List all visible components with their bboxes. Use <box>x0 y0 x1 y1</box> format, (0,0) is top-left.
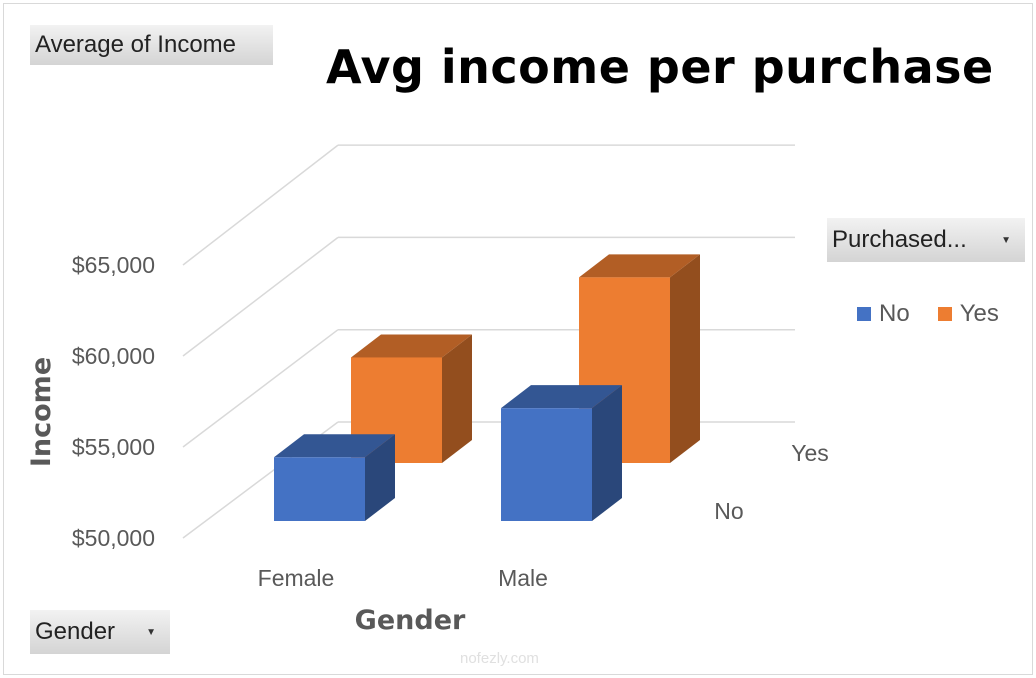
dropdown-arrow-icon: ▼ <box>1001 234 1011 246</box>
gridline-diagonal <box>182 144 339 266</box>
legend-swatch <box>937 307 952 321</box>
legend-field-label: Purchased... <box>832 226 967 253</box>
legend-label: No <box>879 300 910 327</box>
legend-swatch <box>857 307 871 321</box>
legend: No Yes <box>857 300 999 328</box>
bar-side-face <box>365 434 395 521</box>
bar-side-face <box>592 385 622 521</box>
watermark: nofezly.com <box>460 650 539 667</box>
bar-top-face <box>351 334 472 358</box>
bar-front-face <box>501 408 592 521</box>
bar-yes-male[interactable] <box>579 254 700 463</box>
legend-field-filter[interactable]: Purchased... ▼ <box>827 218 1025 262</box>
legend-item-yes: Yes <box>937 300 999 328</box>
bar-side-face <box>442 334 472 463</box>
x-category-label: Female <box>258 565 335 591</box>
y-tick-label: $55,000 <box>72 434 155 460</box>
axis-field-filter[interactable]: Gender ▼ <box>30 610 170 654</box>
y-axis-title: Income <box>26 357 57 467</box>
bar-top-face <box>579 254 700 278</box>
chart-title: Avg income per purchase <box>326 40 994 94</box>
bar-side-face <box>670 254 700 463</box>
bar-no-female[interactable] <box>274 434 395 521</box>
bar-top-face <box>274 434 395 458</box>
legend-item-no: No <box>857 300 910 328</box>
dropdown-arrow-icon: ▼ <box>146 626 156 638</box>
bar-front-face <box>274 457 365 521</box>
axis-field-label: Gender <box>35 618 116 645</box>
x-axis-title: Gender <box>355 605 466 636</box>
values-field-label: Average of Income <box>35 31 237 58</box>
x-category-label: Male <box>498 565 548 591</box>
values-field-button[interactable]: Average of Income <box>30 25 273 65</box>
y-tick-label: $60,000 <box>72 343 155 369</box>
y-tick-label: $50,000 <box>72 525 155 551</box>
depth-label: Yes <box>791 440 829 466</box>
bar-top-face <box>501 385 622 409</box>
y-tick-label: $65,000 <box>72 252 155 278</box>
depth-label: No <box>714 498 743 524</box>
legend-label: Yes <box>959 300 999 327</box>
bar-no-male[interactable] <box>501 385 622 521</box>
gridline-diagonal <box>182 329 339 448</box>
gridline-diagonal <box>182 236 339 357</box>
chart-area <box>3 3 1033 675</box>
